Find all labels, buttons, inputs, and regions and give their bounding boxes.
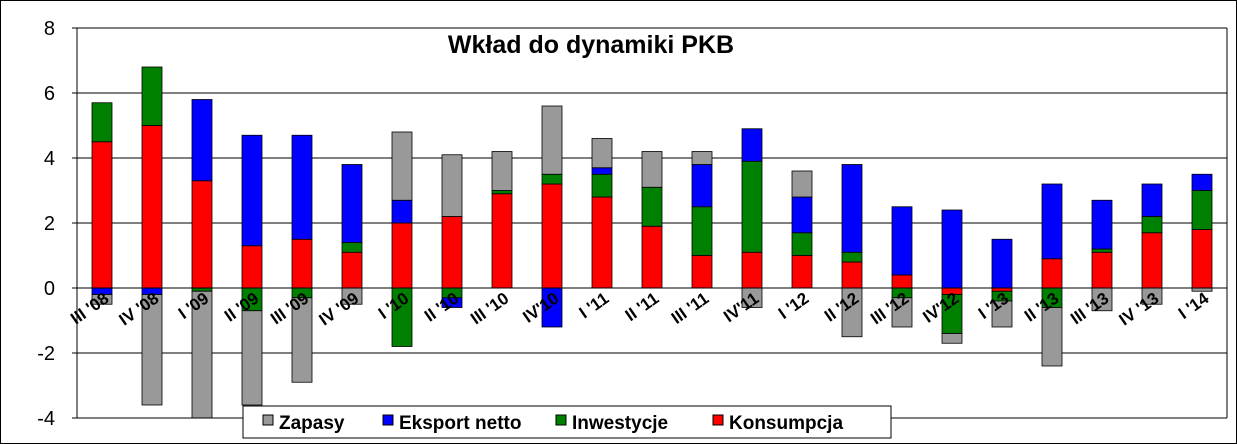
x-tick-label: II '11 <box>622 289 663 325</box>
bar-eksport-netto <box>591 167 613 175</box>
bar-konsumpcja <box>291 238 313 289</box>
bar-zapasy <box>91 294 113 305</box>
y-tick-label: -2 <box>37 343 55 365</box>
bar-konsumpcja <box>1191 229 1213 289</box>
bar-zapasy <box>941 333 963 344</box>
bar-eksport-netto <box>291 134 313 240</box>
bar-konsumpcja <box>591 196 613 289</box>
bar-eksport-netto <box>1141 183 1163 217</box>
bar-inwestycje <box>541 173 563 185</box>
bar-inwestycje <box>741 160 763 253</box>
y-tick-label: 0 <box>44 278 55 300</box>
bar-konsumpcja <box>491 193 513 289</box>
bar-inwestycje <box>341 242 363 253</box>
x-tick-label: III '13 <box>1067 289 1112 329</box>
bar-eksport-netto <box>841 164 863 253</box>
x-tick-label: III '10 <box>467 289 512 329</box>
bar-inwestycje <box>91 102 113 143</box>
y-tick-label: 2 <box>44 213 55 235</box>
legend-label: Konsumpcja <box>729 413 843 434</box>
bar-konsumpcja <box>741 251 763 289</box>
bar-inwestycje <box>491 190 513 195</box>
bar-konsumpcja <box>191 180 213 289</box>
bar-eksport-netto <box>791 196 813 234</box>
y-tick-label: 6 <box>44 83 55 105</box>
legend-swatch <box>382 414 394 426</box>
bar-eksport-netto <box>241 134 263 247</box>
bar-konsumpcja <box>141 125 163 289</box>
bar-konsumpcja <box>641 225 663 289</box>
y-tick-label: -4 <box>37 408 55 430</box>
bar-zapasy <box>141 294 163 406</box>
y-tick-label: 8 <box>44 18 55 40</box>
bar-zapasy <box>241 310 263 406</box>
bar-eksport-netto <box>441 297 463 308</box>
bar-eksport-netto <box>1191 173 1213 191</box>
bar-konsumpcja <box>1141 232 1163 289</box>
bar-eksport-netto <box>341 164 363 243</box>
bar-zapasy <box>291 297 313 383</box>
legend-label: Inwestycje <box>572 413 668 434</box>
bar-inwestycje <box>841 251 863 263</box>
y-tick-label: 4 <box>44 148 55 170</box>
bar-konsumpcja <box>541 183 563 289</box>
bar-konsumpcja <box>341 251 363 289</box>
chart-title: Wkład do dynamiki PKB <box>448 31 734 59</box>
x-tick-label: I '14 <box>1175 288 1213 322</box>
x-tick-label: IV '13 <box>1116 289 1163 330</box>
bar-eksport-netto <box>1091 199 1113 250</box>
bar-inwestycje <box>791 232 813 256</box>
legend: Zapasy Eksport netto Inwestycje Konsumpcja <box>242 405 892 439</box>
bar-zapasy <box>491 151 513 191</box>
legend-label: Eksport netto <box>399 413 521 434</box>
bar-zapasy <box>691 151 713 165</box>
bar-inwestycje <box>641 186 663 227</box>
bar-zapasy <box>791 170 813 198</box>
bar-eksport-netto <box>941 209 963 289</box>
bar-eksport-netto <box>391 199 413 224</box>
bar-konsumpcja <box>1091 251 1113 289</box>
bar-konsumpcja <box>441 216 463 289</box>
bar-konsumpcja <box>891 274 913 289</box>
x-tick-label: III '11 <box>668 289 712 328</box>
bar-eksport-netto <box>741 128 763 162</box>
bar-zapasy <box>641 151 663 188</box>
bar-konsumpcja <box>91 141 113 289</box>
bar-inwestycje <box>691 206 713 256</box>
legend-swatch <box>712 414 724 426</box>
bar-zapasy <box>591 138 613 169</box>
bar-zapasy <box>1041 307 1063 367</box>
bar-konsumpcja <box>241 245 263 289</box>
x-tick-label: I '11 <box>576 289 613 323</box>
bar-inwestycje <box>1141 216 1163 234</box>
bar-eksport-netto <box>1041 183 1063 260</box>
bar-inwestycje <box>141 66 163 126</box>
bar-zapasy <box>441 154 463 217</box>
legend-swatch <box>555 414 567 426</box>
bar-eksport-netto <box>891 206 913 276</box>
bar-eksport-netto <box>691 164 713 208</box>
x-tick-label: I '12 <box>775 289 812 323</box>
bar-inwestycje <box>1191 190 1213 230</box>
bar-konsumpcja <box>691 255 713 289</box>
bar-zapasy <box>991 300 1013 328</box>
bar-konsumpcja <box>391 222 413 289</box>
bar-konsumpcja <box>841 261 863 289</box>
x-tick-label: III '08 <box>67 289 112 329</box>
bar-konsumpcja <box>1041 258 1063 289</box>
legend-swatch <box>262 414 274 426</box>
legend-box <box>242 405 892 439</box>
bar-zapasy <box>391 131 413 201</box>
legend-label: Zapasy <box>279 413 345 434</box>
bar-eksport-netto <box>191 99 213 182</box>
bar-zapasy <box>541 105 563 175</box>
bar-inwestycje <box>1091 248 1113 253</box>
bar-zapasy <box>891 297 913 328</box>
bar-eksport-netto <box>991 238 1013 289</box>
bar-konsumpcja <box>791 255 813 289</box>
bar-inwestycje <box>591 173 613 198</box>
x-tick-label: IV '09 <box>316 289 363 330</box>
